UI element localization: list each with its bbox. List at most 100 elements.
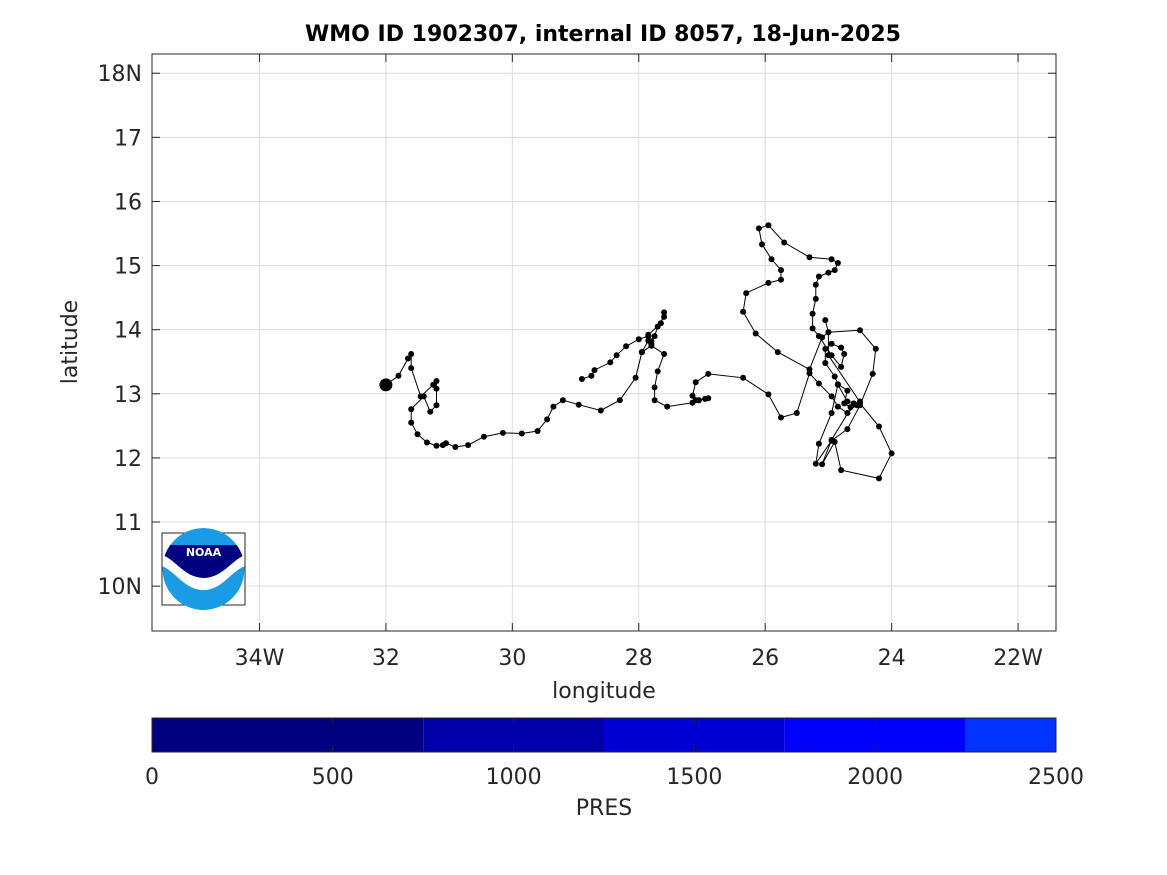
profile-point bbox=[815, 440, 822, 447]
deployment-point bbox=[379, 378, 393, 392]
plot-frame bbox=[151, 53, 1057, 632]
colorbar bbox=[152, 718, 1056, 752]
colorbar-label: PRES bbox=[576, 796, 632, 821]
profile-point bbox=[638, 349, 645, 356]
profile-point bbox=[424, 439, 430, 446]
profile-point bbox=[781, 239, 788, 246]
profile-point bbox=[578, 376, 585, 382]
y-axis-ticks: 10N 11 12 13 14 15 16 17 18N bbox=[98, 62, 1056, 600]
profile-point bbox=[876, 475, 882, 482]
profile-point bbox=[408, 365, 415, 372]
profile-point bbox=[876, 423, 882, 430]
profile-point bbox=[838, 344, 845, 351]
profile-point bbox=[405, 355, 411, 362]
profile-point bbox=[664, 403, 671, 410]
profile-point bbox=[869, 370, 876, 377]
y-tick-label: 17 bbox=[114, 126, 142, 151]
profile-point bbox=[822, 345, 829, 352]
colorbar-segment bbox=[965, 718, 1056, 752]
colorbar-tick-label: 1500 bbox=[666, 765, 722, 790]
profile-point bbox=[544, 416, 551, 423]
profile-point bbox=[597, 407, 604, 414]
profile-point bbox=[815, 380, 822, 387]
grid bbox=[152, 54, 1056, 631]
profile-point bbox=[828, 256, 835, 263]
profile-point bbox=[838, 363, 845, 370]
profile-point bbox=[499, 429, 506, 436]
profile-point bbox=[765, 279, 772, 286]
profile-point bbox=[657, 320, 664, 327]
profile-point bbox=[809, 310, 816, 317]
y-axis-label: latitude bbox=[58, 300, 83, 384]
profile-point bbox=[616, 397, 623, 404]
profile-point bbox=[844, 398, 851, 405]
profile-point bbox=[661, 309, 668, 316]
profile-point bbox=[778, 414, 784, 421]
y-tick-label: 10N bbox=[98, 575, 142, 600]
y-tick-label: 11 bbox=[114, 511, 142, 536]
profile-point bbox=[768, 256, 775, 263]
profile-point bbox=[793, 410, 800, 416]
profile-point bbox=[414, 431, 421, 438]
profile-point bbox=[806, 366, 813, 373]
profile-point bbox=[695, 397, 702, 404]
profile-point bbox=[834, 381, 841, 388]
profile-point bbox=[575, 401, 582, 408]
profile-point bbox=[433, 402, 440, 409]
profile-point bbox=[825, 269, 832, 276]
profile-point bbox=[759, 241, 765, 248]
profile-point bbox=[838, 467, 845, 474]
profile-point bbox=[778, 267, 784, 274]
profile-point bbox=[645, 337, 652, 344]
x-axis-ticks: 34W 32 30 28 26 24 22W bbox=[235, 54, 1043, 671]
colorbar-tick-label: 1000 bbox=[486, 765, 542, 790]
colorbar-tick-label: 500 bbox=[312, 765, 354, 790]
logo-gull-icon bbox=[162, 555, 245, 590]
profile-point bbox=[452, 444, 459, 450]
profile-point bbox=[632, 374, 639, 381]
profile-point bbox=[819, 334, 826, 341]
y-tick-label: 12 bbox=[114, 447, 142, 472]
profile-point bbox=[661, 313, 668, 320]
profile-point bbox=[828, 340, 835, 347]
profile-point bbox=[534, 428, 541, 434]
colorbar-tick-label: 2000 bbox=[847, 765, 903, 790]
profile-point bbox=[480, 433, 487, 440]
profile-point bbox=[645, 331, 652, 338]
profile-point bbox=[831, 267, 838, 274]
profile-point bbox=[443, 440, 449, 447]
profile-point bbox=[420, 393, 427, 400]
profile-point bbox=[623, 343, 630, 350]
logo-sky-icon bbox=[162, 545, 245, 578]
profile-point bbox=[819, 461, 826, 468]
profile-point bbox=[822, 317, 829, 324]
profile-point bbox=[755, 225, 762, 232]
profile-point bbox=[834, 260, 841, 266]
logo-text: NOAA bbox=[186, 546, 222, 559]
profile-point bbox=[822, 360, 829, 366]
colorbar-tick-label: 2500 bbox=[1028, 765, 1084, 790]
x-axis-label: longitude bbox=[552, 679, 656, 704]
profile-point bbox=[778, 276, 784, 283]
profile-point bbox=[651, 333, 658, 340]
profile-point bbox=[812, 295, 819, 302]
profile-point bbox=[591, 367, 598, 374]
profile-point bbox=[433, 378, 440, 384]
y-tick-label: 14 bbox=[114, 319, 142, 344]
x-tick-label: 28 bbox=[625, 646, 653, 671]
profile-point bbox=[607, 359, 614, 366]
profile-point bbox=[651, 397, 658, 404]
profile-point bbox=[831, 373, 838, 380]
profile-point bbox=[825, 329, 832, 336]
profile-point bbox=[550, 403, 557, 410]
y-tick-label: 15 bbox=[114, 255, 142, 280]
profile-point bbox=[765, 222, 772, 229]
profile-point bbox=[408, 419, 415, 426]
profile-point bbox=[812, 460, 819, 467]
x-tick-label: 32 bbox=[372, 646, 400, 671]
profile-point bbox=[689, 392, 696, 399]
profile-point bbox=[812, 281, 819, 288]
profile-point bbox=[828, 410, 835, 416]
profile-point bbox=[427, 408, 434, 415]
profile-point bbox=[651, 384, 658, 391]
